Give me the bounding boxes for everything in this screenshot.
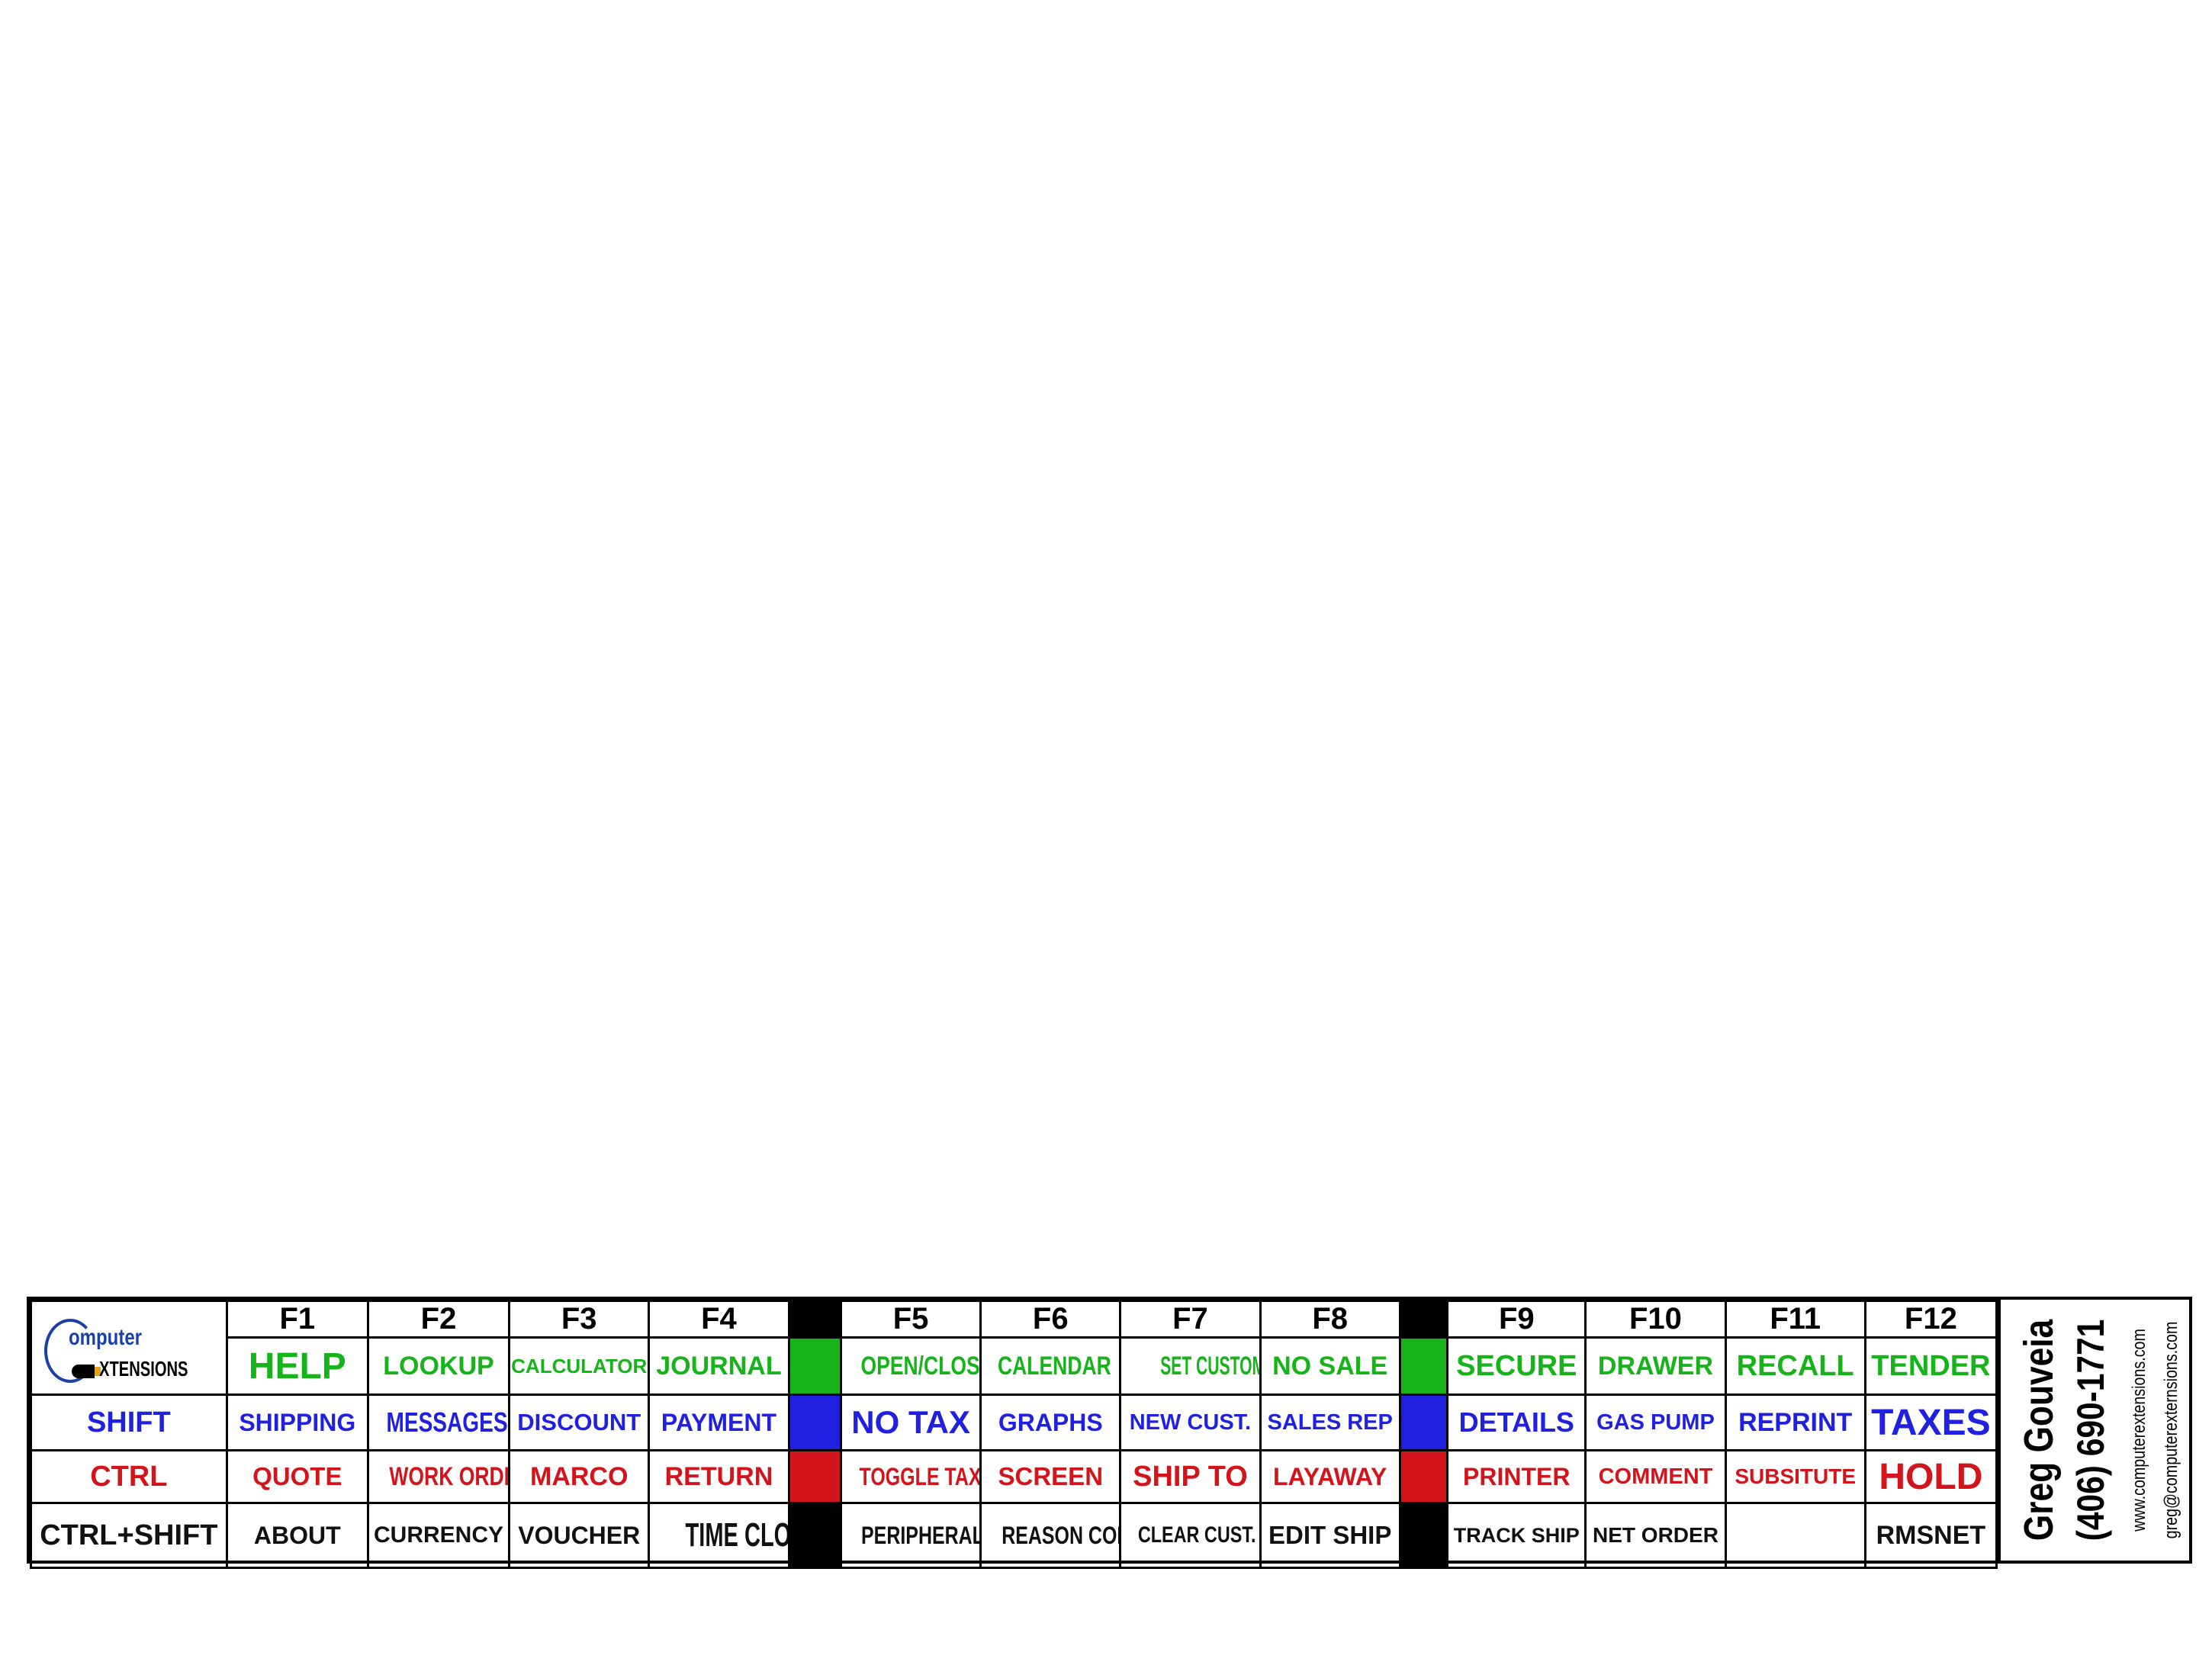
key-f9-shift: DETAILS: [1446, 1394, 1587, 1451]
key-f7-plain: SET CUSTOMER: [1119, 1336, 1262, 1396]
key-f5-ctrl-shift-text: PERIPHERALS: [861, 1521, 979, 1549]
key-f9-ctrl: PRINTER: [1446, 1449, 1587, 1504]
logo-cell: omputer XTENSIONS: [30, 1300, 228, 1396]
modifier-swatch-red: [1398, 1449, 1449, 1504]
modifier-swatch-green: [1398, 1336, 1449, 1396]
key-f6-ctrl: SCREEN: [979, 1449, 1122, 1504]
separator-swatch: [787, 1300, 842, 1339]
key-f1-ctrl-shift: ABOUT: [225, 1502, 369, 1569]
key-f12-ctrl-shift: RMSNET: [1863, 1502, 1998, 1569]
function-key-overlay: omputer XTENSIONS F1 F2 F3 F4 F5 F6 F7 F…: [27, 1297, 2192, 1569]
key-f4-ctrl: RETURN: [648, 1449, 790, 1504]
key-f11-ctrl-shift: [1724, 1502, 1866, 1569]
contact-email: greg@computerexternsions.com: [2161, 1321, 2181, 1539]
key-f3-plain: CALCULATOR: [508, 1336, 651, 1396]
header-f11: F11: [1724, 1300, 1866, 1339]
key-f10-shift: GAS PUMP: [1584, 1394, 1727, 1451]
logo-text-top: omputer: [69, 1325, 142, 1350]
key-f12-plain: TENDER: [1863, 1336, 1998, 1396]
key-f1-plain: HELP: [225, 1336, 369, 1396]
header-f6: F6: [979, 1300, 1122, 1339]
key-f2-shift-text: MESSAGES: [386, 1406, 508, 1438]
key-f3-ctrl: MARCO: [508, 1449, 651, 1504]
key-f6-shift: GRAPHS: [979, 1394, 1122, 1451]
logo-arc-icon: [44, 1319, 96, 1383]
key-f4-ctrl-shift: TIME CLOCK: [648, 1502, 790, 1569]
key-f10-ctrl-shift: NET ORDER: [1584, 1502, 1727, 1569]
logo-text-bottom: XTENSIONS: [99, 1357, 188, 1381]
key-f8-shift: SALES REP: [1259, 1394, 1401, 1451]
header-f12: F12: [1863, 1300, 1998, 1339]
key-f1-shift: SHIPPING: [225, 1394, 369, 1451]
key-f4-shift: PAYMENT: [648, 1394, 790, 1451]
header-f4: F4: [648, 1300, 790, 1339]
header-f9: F9: [1446, 1300, 1587, 1339]
key-f5-plain: OPEN/CLOSE: [839, 1336, 982, 1396]
contact-panel: Greg Gouveia (406) 690-1771 www.computer…: [1998, 1300, 2189, 1561]
key-f6-plain-text: CALENDAR: [998, 1351, 1111, 1381]
key-f7-ctrl: SHIP TO: [1119, 1449, 1262, 1504]
key-f11-plain: RECALL: [1724, 1336, 1866, 1396]
key-grid: omputer XTENSIONS F1 F2 F3 F4 F5 F6 F7 F…: [30, 1300, 1998, 1569]
header-f2: F2: [366, 1300, 511, 1339]
key-f12-ctrl: HOLD: [1863, 1449, 1998, 1504]
key-f3-ctrl-shift: VOUCHER: [508, 1502, 651, 1569]
key-f8-ctrl-shift: EDIT SHIP: [1259, 1502, 1401, 1569]
key-f10-ctrl: COMMENT: [1584, 1449, 1727, 1504]
key-f9-ctrl-shift: TRACK SHIP: [1446, 1502, 1587, 1569]
key-f11-shift: REPRINT: [1724, 1394, 1866, 1451]
header-f7: F7: [1119, 1300, 1262, 1339]
contact-website: www.computerextensions.com: [2129, 1329, 2149, 1532]
contact-name: Greg Gouveia: [2016, 1319, 2062, 1541]
plug-icon: [72, 1365, 101, 1378]
contact-phone: (406) 690-1771: [2069, 1319, 2112, 1541]
key-f5-ctrl-shift: PERIPHERALS: [839, 1502, 982, 1569]
key-f10-plain: DRAWER: [1584, 1336, 1727, 1396]
row-label-shift: SHIFT: [30, 1394, 228, 1451]
row-label-ctrl-shift: CTRL+SHIFT: [30, 1502, 228, 1569]
key-f5-ctrl: TOGGLE TAX: [839, 1449, 982, 1504]
key-f2-ctrl-text: WORK ORDER: [389, 1461, 506, 1491]
modifier-swatch-red: [787, 1449, 842, 1504]
modifier-swatch-green: [787, 1336, 842, 1396]
modifier-swatch-black: [1398, 1502, 1449, 1569]
key-f9-plain: SECURE: [1446, 1336, 1587, 1396]
key-f4-plain: JOURNAL: [648, 1336, 790, 1396]
header-f1: F1: [225, 1300, 369, 1339]
key-f11-ctrl: SUBSITUTE: [1724, 1449, 1866, 1504]
key-f7-ctrl-shift-text: CLEAR CUST.: [1138, 1522, 1256, 1548]
key-f3-shift: DISCOUNT: [508, 1394, 651, 1451]
header-f5: F5: [839, 1300, 982, 1339]
key-f8-plain: NO SALE: [1259, 1336, 1401, 1396]
key-f5-plain-text: OPEN/CLOSE: [860, 1351, 981, 1381]
row-label-ctrl: CTRL: [30, 1449, 228, 1504]
key-f6-plain: CALENDAR: [979, 1336, 1122, 1396]
key-f5-shift: NO TAX: [839, 1394, 982, 1451]
modifier-swatch-blue: [1398, 1394, 1449, 1451]
key-f2-ctrl: WORK ORDER: [366, 1449, 511, 1504]
modifier-swatch-black: [787, 1502, 842, 1569]
header-f8: F8: [1259, 1300, 1401, 1339]
key-f5-ctrl-text: TOGGLE TAX: [859, 1462, 981, 1490]
computer-extensions-logo: omputer XTENSIONS: [33, 1304, 224, 1392]
modifier-swatch-blue: [787, 1394, 842, 1451]
key-f7-shift: NEW CUST.: [1119, 1394, 1262, 1451]
key-f2-plain: LOOKUP: [366, 1336, 511, 1396]
key-f2-ctrl-shift: CURRENCY: [366, 1502, 511, 1569]
key-f8-ctrl: LAYAWAY: [1259, 1449, 1401, 1504]
separator-swatch: [1398, 1300, 1449, 1339]
key-f6-ctrl-shift-text: REASON CODE: [1002, 1521, 1117, 1549]
header-f10: F10: [1584, 1300, 1727, 1339]
key-f1-ctrl: QUOTE: [225, 1449, 369, 1504]
header-f3: F3: [508, 1300, 651, 1339]
key-f4-ctrl-shift-text: TIME CLOCK: [685, 1516, 786, 1554]
key-f7-plain-text: SET CUSTOMER: [1160, 1351, 1258, 1381]
key-f7-ctrl-shift: CLEAR CUST.: [1119, 1502, 1262, 1569]
key-f12-shift: TAXES: [1863, 1394, 1998, 1451]
key-f6-ctrl-shift: REASON CODE: [979, 1502, 1122, 1569]
key-f2-shift: MESSAGES: [366, 1394, 511, 1451]
